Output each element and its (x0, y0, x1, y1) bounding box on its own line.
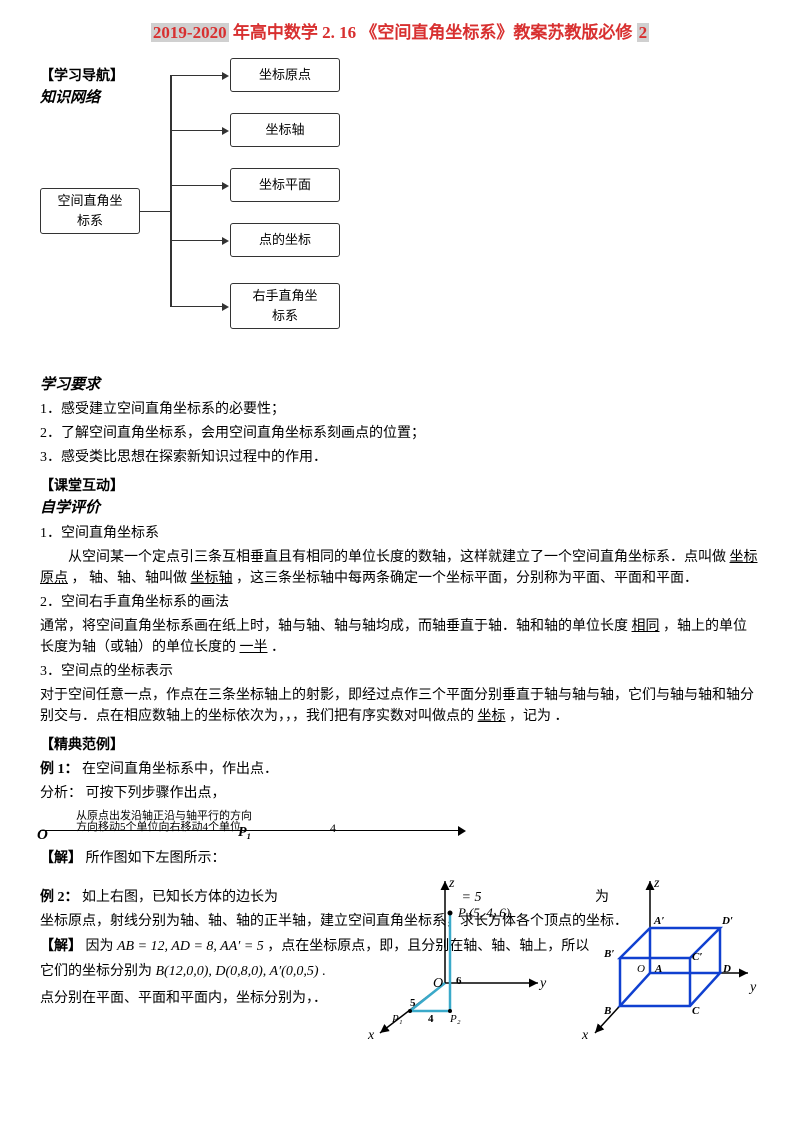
n5: 5 (410, 995, 416, 1012)
ex1-analyze: 分析： 可按下列步骤作出点， (40, 783, 760, 804)
ex1: 例 1： 在空间直角坐标系中，作出点． (40, 759, 760, 780)
sol2-d: 它们的坐标分别为 (40, 964, 152, 979)
se1-b: ， 轴、轴、轴叫做 (72, 571, 188, 586)
o-label: O (637, 961, 645, 978)
se1-u2: 坐标轴 (191, 571, 233, 586)
title-suffix: 2 (637, 23, 650, 42)
branch (170, 130, 222, 132)
se1-title: 1．空间直角坐标系 (40, 523, 760, 544)
se3-b: ，记为 ． (509, 709, 569, 724)
Bp: B′ (604, 946, 614, 963)
branch (170, 306, 222, 308)
arrow-text-2: 方向移动5个单位向右移动4个单位 (76, 819, 241, 836)
p-label: P (5, 4, 6) (458, 903, 510, 923)
z-label: z (654, 873, 659, 894)
p1-label: P₁ (392, 1011, 403, 1028)
ex1-q: 在空间直角坐标系中，作出点． (82, 762, 278, 777)
se3-a: 对于空间任意一点，作点在三条坐标轴上的射影，即经过点作三个平面分别垂直于轴与轴与… (40, 688, 754, 724)
se2-u2: 一半 (240, 640, 268, 655)
section-examples: 【精典范例】 (40, 735, 760, 756)
section-requirements: 学习要求 (40, 374, 760, 397)
node-plane: 坐标平面 (230, 168, 340, 202)
se2-u1: 相同 (632, 619, 660, 634)
analyze-label: 分析： (40, 786, 82, 801)
node-origin: 坐标原点 (230, 58, 340, 92)
connector-vert (170, 75, 172, 306)
se1-body: 从空间某一个定点引三条互相垂直且有相同的单位长度的数轴，这样就建立了一个空间直角… (40, 547, 760, 589)
arrow (222, 303, 229, 311)
se2-a: 通常，将空间直角坐标系画在纸上时，轴与轴、轴与轴均成，而轴垂直于轴．轴和轴的单位… (40, 619, 628, 634)
node-righthand: 右手直角坐 标系 (230, 283, 340, 329)
se3-title: 3．空间点的坐标表示 (40, 661, 760, 682)
origin-o: O (37, 824, 48, 847)
D: D (723, 961, 731, 978)
arrow-head (458, 826, 466, 836)
ex2-label: 例 2： (40, 890, 79, 905)
y-label: y (750, 977, 756, 998)
cuboid-3d-figure: z y x O A A′ D′ B′ C′ D B C (560, 873, 760, 1043)
z-label: z (449, 873, 454, 894)
section-interactive: 【课堂互动】 (40, 476, 760, 497)
sol-text: 所作图如下左图所示： (86, 851, 226, 866)
node-axis: 坐标轴 (230, 113, 340, 147)
sol2-e: . (322, 964, 326, 979)
arrow (222, 237, 229, 245)
ex2-line1: 例 2： 如上右图，已知长方体的边长为 (40, 890, 282, 905)
section-guide: 【学习导航】 (40, 66, 124, 87)
ex1-label: 例 1： (40, 762, 79, 777)
sol-label: 【解】 (40, 851, 82, 866)
se2-title: 2．空间右手直角坐标系的画法 (40, 592, 760, 613)
arrow (222, 127, 229, 135)
arrow (222, 72, 229, 80)
sol2-eq2: B(12,0,0), D(0,8,0), A′(0,0,5) (156, 964, 319, 979)
Dp: D′ (722, 913, 733, 930)
se1-c: ，这三条坐标轴中每两条确定一个坐标平面，分别称为平面、平面和平面． (236, 571, 698, 586)
arrow (222, 182, 229, 190)
document-title: 2019-2020 年高中数学 2. 16 《空间直角坐标系》教案苏教版必修 2 (40, 20, 760, 46)
node-root: 空间直角坐 标系 (40, 188, 140, 234)
cuboid-svg (560, 873, 760, 1043)
Cp: C′ (692, 949, 702, 966)
ex1-sol: 【解】 所作图如下左图所示： (40, 848, 760, 869)
x-label: x (368, 1025, 374, 1046)
B: B (604, 1003, 611, 1020)
req-2: 2．了解空间直角坐标系，会用空间直角坐标系刻画点的位置； (40, 423, 760, 444)
analyze-text: 可按下列步骤作出点， (86, 786, 226, 801)
arrow-num4: 4 (330, 819, 336, 837)
sol2-eq: AB = 12, AD = 8, AA′ = 5 (117, 939, 264, 954)
y-label: y (540, 973, 546, 994)
req-3: 3．感受类比思想在探索新知识过程中的作用． (40, 447, 760, 468)
title-topic: 《空间直角坐标系》教案苏教版必修 (360, 23, 632, 42)
C: C (692, 1003, 699, 1020)
section-network: 知识网络 (40, 87, 124, 110)
title-year: 2019-2020 (151, 23, 229, 42)
branch (170, 75, 222, 77)
branch (170, 240, 222, 242)
node-point: 点的坐标 (230, 223, 340, 257)
title-num: 2. 16 (322, 23, 356, 42)
A: A (655, 961, 662, 978)
coord-3d-figure: z y x O P (5, 4, 6) P₁ P₂ 5 4 6 (350, 873, 550, 1043)
req-1: 1．感受建立空间直角坐标系的必要性； (40, 399, 760, 420)
sol2-label: 【解】 (40, 939, 82, 954)
n4: 4 (428, 1011, 434, 1028)
sol2-b: 因为 (86, 939, 118, 954)
title-year-label: 年高中数学 (233, 23, 318, 42)
section-selfeval: 自学评价 (40, 497, 760, 520)
x-label: x (582, 1025, 588, 1046)
se2-c: ． (271, 640, 285, 655)
p2-label: P₂ (450, 1011, 461, 1028)
o-label: O (433, 973, 443, 994)
ex2-a: 如上右图，已知长方体的边长为 (82, 890, 278, 905)
branch (170, 185, 222, 187)
se2-body: 通常，将空间直角坐标系画在纸上时，轴与轴、轴与轴均成，而轴垂直于轴．轴和轴的单位… (40, 616, 760, 658)
connector (140, 211, 170, 213)
step-arrow-diagram: O P₁ 从原点出发沿轴正沿与轴平行的方向 方向移动5个单位向右移动4个单位 4 (40, 808, 760, 844)
Ap: A′ (654, 913, 664, 930)
knowledge-network-diagram: 【学习导航】 知识网络 空间直角坐 标系 坐标原点 坐标轴 坐标平面 点的坐标 … (40, 58, 760, 368)
se3-u1: 坐标 (478, 709, 506, 724)
se1-a: 从空间某一个定点引三条互相垂直且有相同的单位长度的数轴，这样就建立了一个空间直角… (68, 550, 726, 565)
se3-body: 对于空间任意一点，作点在三条坐标轴上的射影，即经过点作三个平面分别垂直于轴与轴与… (40, 685, 760, 727)
n6: 6 (456, 973, 462, 990)
